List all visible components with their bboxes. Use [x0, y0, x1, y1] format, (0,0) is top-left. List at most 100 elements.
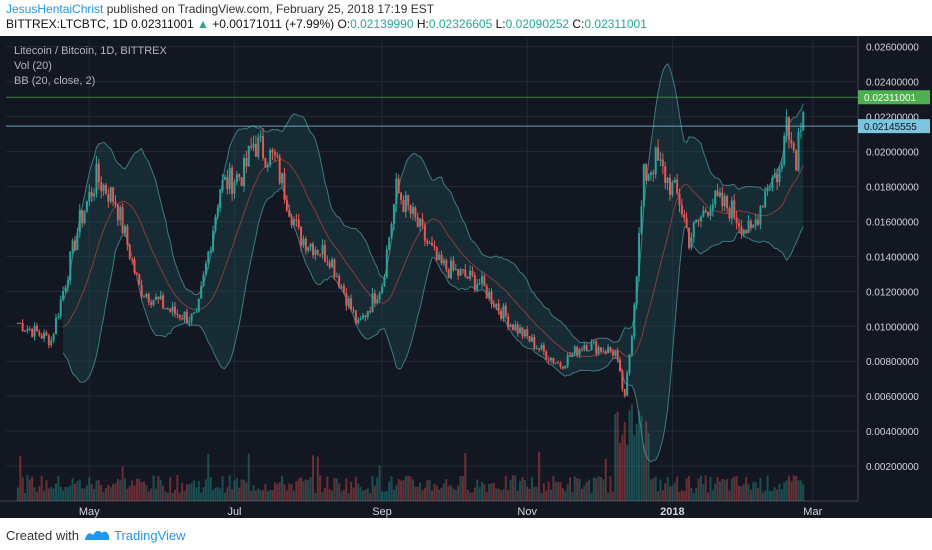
volume-bar	[126, 488, 129, 501]
candle-body	[721, 192, 724, 207]
volume-bar	[464, 453, 467, 501]
candle-body	[459, 269, 462, 276]
candle-body	[297, 219, 300, 228]
volume-bar	[688, 476, 691, 501]
candle-body	[416, 216, 419, 227]
volume-bar	[535, 487, 538, 501]
volume-bar	[102, 491, 105, 501]
candle-body	[695, 220, 698, 223]
candle-body	[711, 204, 714, 211]
candle-body	[138, 273, 141, 285]
volume-bar	[292, 490, 295, 501]
volume-bar	[766, 475, 769, 501]
candle-body	[709, 210, 712, 216]
candle-body	[452, 260, 455, 271]
volume-bar	[69, 485, 72, 501]
volume-bar	[557, 482, 560, 501]
volume-bar	[335, 478, 338, 501]
volume-bar	[604, 458, 607, 501]
volume-bar	[473, 487, 476, 501]
candle-body	[702, 210, 705, 217]
volume-bar	[652, 478, 655, 501]
volume-bar	[328, 489, 331, 501]
volume-bar	[421, 490, 424, 501]
volume-bar	[485, 492, 488, 501]
candle-body	[668, 177, 671, 195]
volume-bar	[630, 404, 633, 501]
volume-bar	[483, 484, 486, 501]
candle-body	[611, 351, 614, 356]
open-label: O:	[337, 17, 351, 31]
author-link[interactable]: JesusHentaiChrist	[6, 2, 104, 16]
volume-bar	[590, 492, 593, 501]
candle-body	[490, 291, 493, 305]
volume-bar	[516, 490, 519, 501]
up-arrow-icon: ▲	[197, 17, 209, 31]
volume-bar	[633, 435, 636, 501]
volume-bar	[388, 481, 391, 501]
candle-body	[209, 250, 212, 252]
volume-bar	[50, 487, 53, 501]
volume-bar	[726, 479, 729, 501]
volume-bar	[207, 454, 210, 501]
volume-bar	[57, 476, 60, 501]
candle-body	[749, 220, 752, 228]
candle-body	[776, 173, 779, 183]
volume-bar	[240, 479, 243, 501]
volume-bar	[495, 488, 498, 501]
volume-bar	[792, 475, 795, 501]
volume-bar	[62, 490, 65, 501]
volume-bar	[290, 484, 293, 501]
candle-body	[590, 342, 593, 351]
candle-body	[673, 179, 676, 183]
candle-body	[312, 243, 315, 256]
legend-bollinger[interactable]: BB (20, close, 2)	[14, 75, 96, 87]
volume-bar	[457, 485, 460, 501]
volume-bar	[461, 476, 464, 501]
volume-bar	[173, 489, 176, 501]
volume-bar	[214, 487, 217, 501]
candle-body	[754, 219, 757, 226]
candle-body	[616, 350, 619, 360]
candle-body	[630, 336, 633, 355]
volume-bar	[759, 477, 762, 501]
volume-bar	[580, 488, 583, 501]
candle-body	[802, 112, 805, 131]
close-value: 0.02311001	[584, 17, 647, 31]
tradingview-logo-icon[interactable]	[84, 526, 110, 542]
line-price-tag	[858, 119, 930, 134]
candle-body	[76, 232, 79, 251]
candle-body	[59, 299, 62, 317]
tradingview-link[interactable]: TradingView	[114, 528, 186, 543]
candle-body	[495, 303, 498, 307]
legend-volume[interactable]: Vol (20)	[14, 60, 52, 72]
candle-body	[569, 355, 572, 357]
y-tick-label: 0.01800000	[866, 183, 919, 194]
volume-bar	[235, 478, 238, 501]
candle-body	[226, 176, 229, 190]
volume-bar	[128, 486, 131, 501]
candle-body	[181, 318, 184, 320]
candle-body	[116, 204, 119, 221]
volume-bar	[366, 488, 369, 501]
price-chart[interactable]: 0.00200000 0.00400000 0.00600000 0.00800000…	[0, 36, 932, 518]
volume-bar	[197, 481, 200, 501]
chart-panel[interactable]: 0.00200000 0.00400000 0.00600000 0.00800000…	[0, 36, 932, 518]
candle-body	[426, 240, 429, 244]
candle-body	[19, 322, 22, 324]
candle-body	[445, 260, 448, 270]
candle-body	[409, 205, 412, 214]
candle-body	[97, 163, 100, 183]
volume-bar	[314, 492, 317, 501]
candle-body	[259, 136, 262, 138]
volume-bar	[611, 491, 614, 501]
volume-bar	[416, 486, 419, 501]
candle-body	[540, 345, 543, 350]
candle-body	[333, 259, 336, 277]
candle-body	[123, 226, 126, 234]
candle-body	[735, 217, 738, 224]
volume-bar	[521, 477, 524, 501]
volume-bar	[250, 490, 253, 501]
volume-bar	[738, 485, 741, 501]
volume-bar	[576, 478, 579, 501]
